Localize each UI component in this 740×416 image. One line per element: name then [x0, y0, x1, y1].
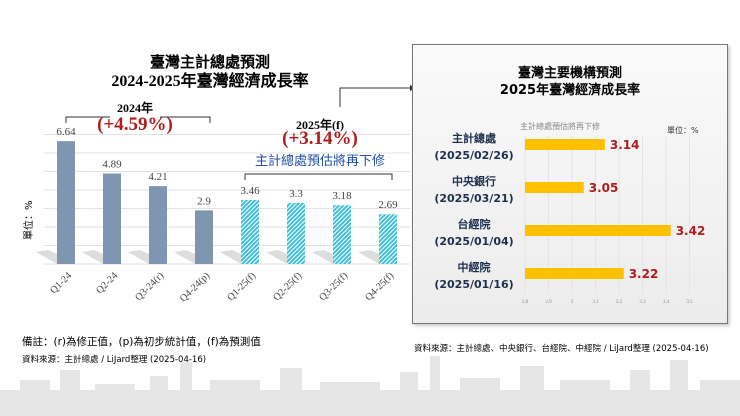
bar-Q3-25(f) — [333, 205, 351, 264]
left-chart: 6.64 Q1-24 4.89 Q2-24 4.21 Q3-24(r) 2.9 Q4-24(p… — [22, 85, 416, 304]
x-tick-label: 3.3 — [639, 300, 646, 305]
bar-Q3-24(r) — [149, 186, 167, 264]
right-source: 資料來源：主計總處、中央銀行、台經院、中經院 / LiJard整理 (2025-… — [414, 344, 709, 354]
x-tick-label: 3 — [571, 300, 574, 305]
data-label: 3.3 — [289, 188, 303, 200]
bar — [525, 182, 584, 193]
data-label: 3.18 — [332, 190, 352, 202]
category-date: (2025/02/26) — [434, 149, 513, 162]
right-title-1: 臺灣主要機構預測 — [517, 66, 622, 81]
bar-Q4-24(p) — [195, 210, 213, 264]
x-tick-label: Q1-25(f) — [225, 270, 258, 303]
data-label: 6.64 — [56, 126, 76, 138]
x-tick-label: Q2-24 — [94, 270, 120, 296]
data-label: 3.22 — [629, 267, 659, 281]
category-date: (2025/01/16) — [434, 278, 513, 291]
x-tick-label: Q3-25(f) — [317, 270, 350, 303]
growth-2025: (+3.14%) — [282, 128, 358, 149]
bar-Q2-25(f) — [287, 202, 305, 264]
data-label: 3.46 — [240, 185, 260, 197]
data-label: 4.21 — [148, 171, 167, 183]
x-tick-label: Q2-25(f) — [271, 270, 304, 303]
category-label: 主計總處 — [452, 131, 497, 145]
data-label: 3.05 — [589, 181, 619, 195]
category-label: 台經院 — [458, 217, 491, 231]
label-2024: 2024年 — [116, 101, 153, 115]
data-label: 2.9 — [197, 195, 211, 207]
left-source: 資料來源：主計總處 / LiJard整理 (2025-04-16) — [22, 355, 207, 365]
right-unit: 單位：% — [667, 125, 699, 135]
x-tick-label: Q4-25(f) — [363, 270, 396, 303]
x-tick-label: 3.2 — [616, 300, 623, 305]
revision-note: 主計總處預估將再下修 — [254, 154, 385, 169]
skyline-decoration — [0, 356, 740, 416]
category-date: (2025/01/04) — [434, 235, 513, 248]
category-date: (2025/03/21) — [434, 192, 513, 205]
arrow-connector — [339, 87, 410, 107]
x-tick-label: 2.9 — [545, 300, 552, 305]
left-title-2: 2024-2025年臺灣經濟成長率 — [111, 73, 309, 90]
left-title-1: 臺灣主計總處預測 — [149, 53, 270, 71]
bar-Q1-24 — [57, 141, 75, 264]
x-tick-label: 3.1 — [592, 300, 599, 305]
growth-2024: (+4.59%) — [97, 114, 173, 135]
x-tick-label: Q1-24 — [48, 270, 74, 296]
category-label: 中經院 — [458, 260, 491, 274]
bracket-2025 — [244, 173, 393, 180]
right-subtitle: 主計總處預估將再下修 — [520, 121, 600, 131]
x-tick-label: 2.8 — [522, 300, 529, 305]
bar — [525, 268, 624, 279]
bar — [525, 139, 605, 150]
footnote: 備註：(r)為修正值，(p)為初步統計值，(f)為預測值 — [22, 336, 261, 348]
bar-Q2-24 — [103, 173, 121, 264]
data-label: 3.14 — [610, 138, 640, 152]
bar-Q4-25(f) — [379, 214, 397, 264]
left-y-unit: 單位：% — [22, 200, 35, 240]
x-tick-label: Q4-24(p) — [178, 270, 212, 304]
data-label: 4.89 — [102, 159, 122, 171]
data-label: 3.42 — [676, 224, 706, 238]
data-label: 2.69 — [378, 199, 398, 211]
bar-Q1-25(f) — [241, 199, 259, 264]
category-label: 中央銀行 — [452, 174, 496, 188]
right-chart: 主計總處預估將再下修 單位：% 2.8 2.9 3 3.1 3.2 3.3 3.4 3.5 3.… — [434, 121, 706, 305]
x-tick-label: Q3-24(r) — [133, 270, 166, 303]
bracket-2024 — [65, 116, 211, 123]
label-2025: 2025年(f) — [296, 118, 344, 132]
right-title-2: 2025年臺灣經濟成長率 — [499, 83, 641, 98]
bar — [525, 225, 671, 236]
x-tick-label: 3.4 — [663, 300, 670, 305]
x-tick-label: 3.5 — [686, 300, 693, 305]
